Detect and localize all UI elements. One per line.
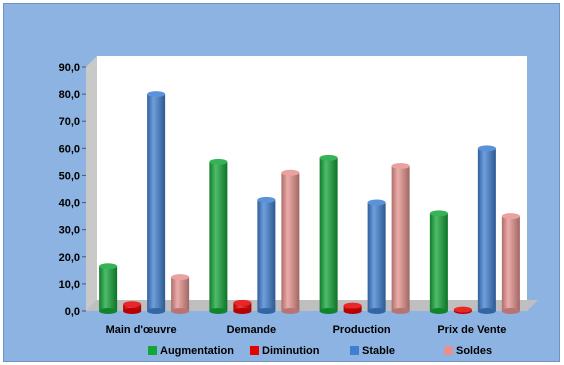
bar <box>319 157 338 311</box>
legend-swatch <box>350 346 359 355</box>
bar-base <box>477 308 496 314</box>
bar <box>209 161 228 311</box>
bar-cap <box>453 306 472 313</box>
bar-base <box>123 308 142 314</box>
bar-cap <box>123 301 142 308</box>
legend-label: Augmentation <box>160 345 234 357</box>
y-tick-label: 0,0 <box>65 306 80 318</box>
x-category-label: Prix de Vente <box>437 324 506 336</box>
bar <box>281 172 300 311</box>
y-tick-label: 40,0 <box>59 198 80 210</box>
bar <box>257 199 276 311</box>
bar-cap <box>171 274 190 281</box>
y-tick-label: 50,0 <box>59 170 80 182</box>
bar-cap <box>391 162 410 169</box>
bar-cap <box>367 199 386 206</box>
bar-base <box>209 308 228 314</box>
y-tick-label: 10,0 <box>59 279 80 291</box>
bar-base <box>501 308 520 314</box>
bar <box>429 213 448 311</box>
bar-cap <box>319 154 338 161</box>
legend-swatch <box>250 346 259 355</box>
bar-base <box>367 308 386 314</box>
bar-base <box>319 308 338 314</box>
bar-base <box>391 308 410 314</box>
bar-cap <box>429 210 448 217</box>
legend-swatch <box>148 346 157 355</box>
x-category-label: Production <box>333 324 391 336</box>
bar-base <box>233 308 252 314</box>
bar <box>477 148 496 311</box>
bar <box>367 202 386 311</box>
legend-label: Soldes <box>456 345 492 357</box>
bar <box>501 216 520 311</box>
back-wall <box>97 56 527 300</box>
bar <box>99 266 118 311</box>
y-tick-label: 70,0 <box>59 116 80 128</box>
bar-base <box>147 308 166 314</box>
y-tick-label: 30,0 <box>59 225 80 237</box>
y-tick-label: 80,0 <box>59 89 80 101</box>
bar <box>147 94 166 311</box>
y-tick-label: 90,0 <box>59 62 80 74</box>
legend-swatch <box>444 346 453 355</box>
floor <box>86 300 538 311</box>
side-wall <box>86 56 97 311</box>
bar-cap <box>209 158 228 165</box>
bar <box>391 165 410 311</box>
bar-cap <box>343 302 362 309</box>
bar-cap <box>233 299 252 306</box>
bars <box>99 91 520 314</box>
legend-label: Diminution <box>262 345 320 357</box>
bar-cap <box>501 213 520 220</box>
bar <box>233 302 252 311</box>
bar <box>171 277 190 311</box>
bar-cap <box>99 263 118 270</box>
bar-base <box>171 308 190 314</box>
bar-cap <box>147 91 166 98</box>
legend-label: Stable <box>362 345 395 357</box>
bar-cap <box>257 196 276 203</box>
bar-base <box>99 308 118 314</box>
legend: Augmentation Diminution Stable Soldes <box>148 345 492 357</box>
bar-cap <box>477 145 496 152</box>
bar-cap <box>281 169 300 176</box>
y-axis: 0,0 10,0 20,0 30,0 40,0 50,0 60,0 70,0 80,0 90,0 <box>59 62 86 318</box>
bar-base <box>281 308 300 314</box>
x-category-label: Demande <box>227 324 277 336</box>
bar <box>123 304 142 311</box>
bar-base <box>257 308 276 314</box>
bar-base <box>429 308 448 314</box>
x-axis: Main d'œuvre Demande Production Prix de Ven… <box>106 324 507 336</box>
x-category-label: Main d'œuvre <box>106 324 177 336</box>
y-tick-label: 20,0 <box>59 252 80 264</box>
plot-walls <box>86 56 538 311</box>
y-tick-label: 60,0 <box>59 143 80 155</box>
bar-base <box>343 308 362 314</box>
